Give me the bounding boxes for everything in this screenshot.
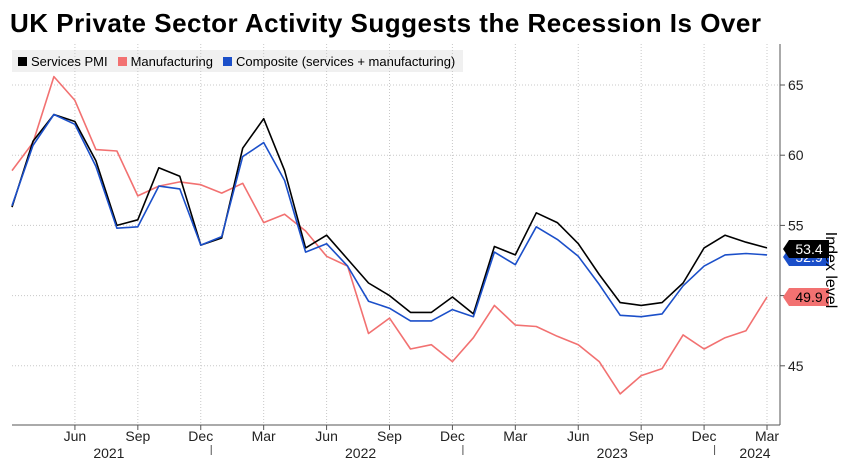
gridlines [12,44,780,425]
end-label-badge-manufacturing [783,288,829,306]
legend-swatch-manufacturing [117,56,127,66]
y-tick-label: 60 [788,147,804,163]
x-tick-label: Sep [377,428,402,444]
x-tick-label: Sep [125,428,150,444]
legend-item-manufacturing: Manufacturing [117,53,213,69]
y-tick-label: 45 [788,358,804,374]
legend-swatch-composite [222,56,232,66]
end-label-text-services: 53.4 [795,241,822,257]
legend-label-services: Services PMI [31,53,108,69]
x-tick-label: Jun [567,428,590,444]
end-label-badge-services [783,240,829,258]
x-year-label: 2024 [739,445,770,461]
x-tick-label: Mar [252,428,276,444]
series-lines [11,75,768,395]
x-year-label: 2023 [597,445,628,461]
y-tick-label: 55 [788,217,804,233]
x-tick-label: Dec [440,428,465,444]
axes: 4550556065Jun2021SepDecMarJun2022SepDecM… [12,44,804,461]
x-tick-label: Dec [692,428,717,444]
end-label-text-manufacturing: 49.9 [795,289,822,305]
legend-item-services: Services PMI [18,54,108,69]
x-tick-label: Jun [315,428,338,444]
x-year-label: 2022 [345,445,376,461]
x-tick-label: Sep [629,428,654,444]
end-value-labels: 52.953.449.9 [783,240,829,306]
x-tick-label: Dec [188,428,213,444]
series-line-manufacturing [11,75,768,395]
x-tick-label: Mar [755,428,779,444]
y-axis-label: Index level [822,232,839,309]
legend-item-composite: Composite (services + manufacturing) [222,53,456,69]
x-tick-label: Mar [503,428,527,444]
x-tick-label: Jun [64,428,87,444]
legend-label-composite: Composite (services + manufacturing) [235,53,456,69]
y-tick-label: 65 [788,77,804,93]
x-year-label: 2021 [93,445,124,461]
legend-label-manufacturing: Manufacturing [130,53,213,69]
legend-swatch-services [18,56,27,66]
chart-title: UK Private Sector Activity Suggests the … [10,8,762,38]
series-line-composite [11,113,768,322]
series-line-services [11,113,768,315]
legend: Services PMI Manufacturing Composite (se… [12,50,464,72]
